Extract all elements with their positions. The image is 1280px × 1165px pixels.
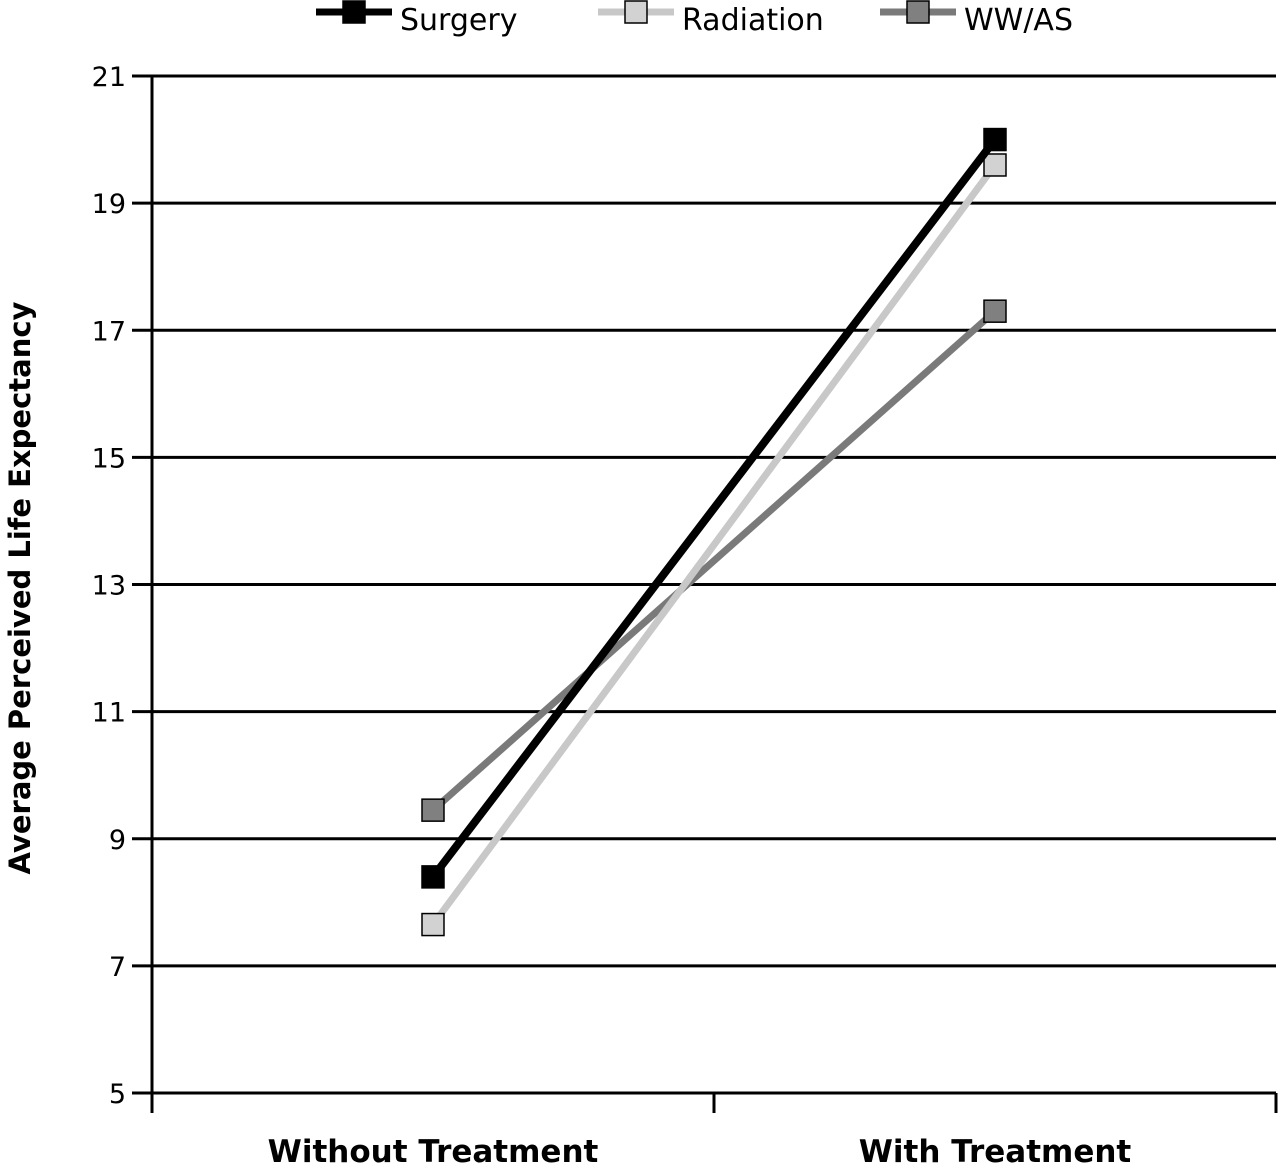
legend-label: Surgery bbox=[400, 3, 517, 38]
legend-marker bbox=[342, 0, 366, 24]
y-tick-label: 7 bbox=[109, 952, 126, 983]
y-tick-label: 21 bbox=[92, 62, 126, 93]
data-point-marker bbox=[421, 865, 445, 889]
data-point-marker bbox=[983, 299, 1007, 323]
series-line-radiation bbox=[430, 162, 998, 927]
y-tick-label: 15 bbox=[92, 443, 126, 474]
data-point-marker bbox=[983, 153, 1007, 177]
gridlines bbox=[132, 74, 1276, 1095]
series-line-surgery bbox=[429, 137, 999, 880]
legend-label: WW/AS bbox=[964, 3, 1073, 38]
legend-label: Radiation bbox=[682, 3, 824, 38]
y-tick-label: 11 bbox=[92, 698, 126, 729]
x-category-label: Without Treatment bbox=[268, 1134, 599, 1165]
data-point-marker bbox=[421, 798, 445, 822]
data-point-marker bbox=[421, 912, 445, 937]
legend-marker bbox=[624, 0, 648, 24]
x-category-labels: Without Treatment With Treatment bbox=[268, 1134, 1132, 1165]
data-point-marker bbox=[983, 127, 1007, 152]
y-tick-label: 17 bbox=[92, 316, 126, 347]
y-tick-label: 13 bbox=[92, 571, 126, 602]
y-tick-labels: 5 7 9 11 13 15 17 19 21 bbox=[92, 62, 126, 1110]
axes bbox=[150, 76, 1278, 1113]
legend-marker bbox=[906, 0, 930, 24]
series-lines bbox=[421, 127, 1007, 937]
y-axis-title: Average Perceived Life Expectancy bbox=[3, 301, 37, 874]
y-tick-label: 9 bbox=[109, 825, 126, 856]
x-category-label: With Treatment bbox=[859, 1134, 1132, 1165]
y-tick-label: 19 bbox=[92, 189, 126, 220]
series-line-ww-as bbox=[430, 308, 998, 813]
legend: Surgery Radiation WW/AS bbox=[316, 0, 1073, 38]
y-tick-label: 5 bbox=[109, 1079, 126, 1110]
